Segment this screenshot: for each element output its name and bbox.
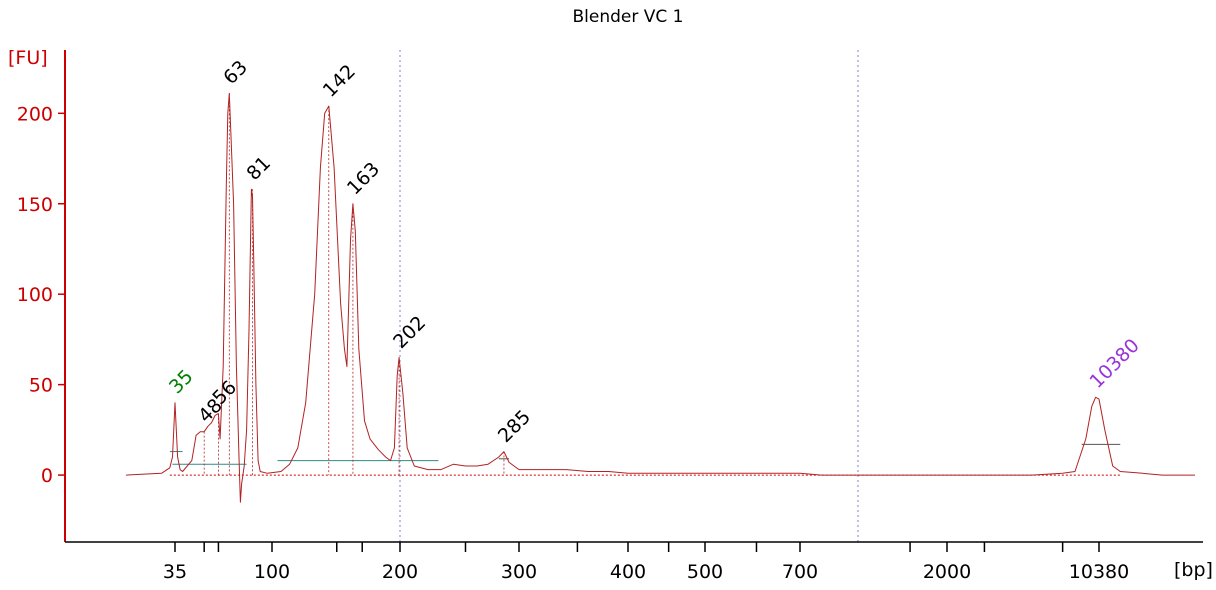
y-tick-label: 150: [17, 194, 53, 216]
peak-label: 285: [494, 406, 535, 447]
axes: 0 50 100 150 200 35 100 200 300 400 500 700 2000 1038…: [17, 50, 1203, 583]
x-tick-label: 400: [610, 561, 646, 583]
peak-label: 142: [319, 60, 360, 101]
marker-lines: [399, 50, 859, 542]
x-tick-label: 2000: [923, 561, 971, 583]
y-tick-label: 200: [17, 103, 53, 125]
x-tick-label: 300: [501, 561, 537, 583]
x-tick-label: 200: [382, 561, 418, 583]
x-tick-label: 500: [687, 561, 723, 583]
y-tick-label: 0: [41, 465, 53, 487]
x-tick-label: 700: [782, 561, 818, 583]
peak-label: 63: [219, 56, 252, 89]
x-tick-label: 100: [254, 561, 290, 583]
region-lines: [169, 93, 1121, 476]
x-axis-unit: [bp]: [1174, 559, 1213, 581]
y-tick-label: 50: [29, 375, 53, 397]
peak-label: 202: [389, 312, 430, 353]
y-tick-label: 100: [17, 284, 53, 306]
peak-label: 10380: [1086, 335, 1144, 393]
trace: [125, 92, 1195, 503]
peak-label: 81: [243, 152, 276, 185]
y-axis-unit: [FU]: [8, 47, 48, 69]
chart-title: Blender VC 1: [573, 7, 684, 27]
x-tick-label: 35: [163, 561, 187, 583]
peak-label: 163: [343, 158, 384, 199]
x-tick-label: 10380: [1069, 561, 1129, 583]
trace-line: [125, 92, 1195, 503]
peak-label: 35: [165, 366, 198, 399]
